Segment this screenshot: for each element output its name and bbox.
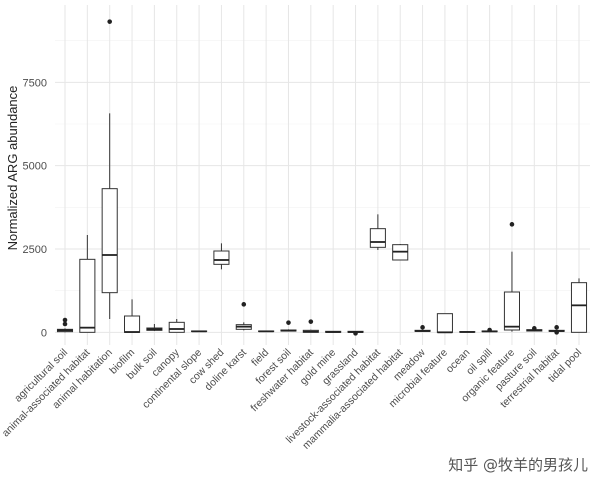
box-iqr (168, 321, 185, 333)
box-iqr (503, 291, 520, 331)
box-agricultural-soil (56, 317, 74, 333)
box-oil-spill (481, 327, 498, 333)
outlier-point (509, 222, 515, 227)
outlier-point (554, 330, 559, 335)
box-iqr (101, 188, 118, 294)
box-forest-soil (280, 320, 297, 332)
box-freshwater-habitat (302, 319, 319, 333)
box-organic-feature (503, 222, 520, 332)
box-iqr (213, 250, 230, 265)
box-iqr (124, 315, 141, 333)
box-meadow (414, 325, 431, 332)
box-animal-associated-habitat (79, 235, 96, 333)
box-animal-habitation (101, 19, 118, 319)
outlier-point (308, 319, 314, 324)
box-ocean (459, 331, 476, 333)
box-tidal-pool (570, 278, 588, 333)
box-pasture-soil (526, 326, 543, 332)
box-biofilm (124, 299, 141, 333)
y-tick-label: 5000 (23, 161, 47, 173)
box-continental-slope (191, 330, 208, 333)
outlier-point (107, 19, 112, 24)
y-tick-label: 7500 (23, 77, 47, 89)
x-tick-label: animal-associated habitat (0, 347, 93, 440)
outlier-point (286, 320, 291, 325)
box-bulk-soil (146, 324, 163, 331)
box-grassland (347, 330, 364, 336)
outlier-point (62, 317, 68, 323)
box-microbial-feature (436, 313, 453, 334)
y-axis-label: Normalized ARG abundance (5, 86, 20, 251)
box-terrestrial-habitat (548, 325, 565, 335)
outlier-point (353, 331, 358, 336)
box-iqr (369, 228, 386, 248)
box-iqr (79, 258, 96, 333)
outlier-point (554, 325, 559, 330)
outlier-point (532, 326, 537, 331)
y-tick-label: 0 (41, 327, 47, 339)
outlier-point (62, 321, 68, 327)
box-field (258, 330, 275, 333)
outlier-point (241, 302, 247, 307)
watermark: 知乎 @牧羊的男孩儿 (448, 456, 588, 474)
box-cow-shed (213, 243, 230, 270)
y-tick-label: 2500 (23, 244, 47, 256)
box-canopy (168, 319, 185, 333)
outlier-point (487, 327, 492, 333)
box-doline-karst (235, 302, 252, 331)
box-gold-mine (325, 330, 342, 333)
box-iqr (436, 313, 453, 333)
outlier-point (420, 325, 425, 330)
box-mammalia-associated-habitat (392, 244, 409, 261)
box-iqr (570, 282, 588, 333)
box-livestock-associated-habitat (369, 214, 386, 250)
